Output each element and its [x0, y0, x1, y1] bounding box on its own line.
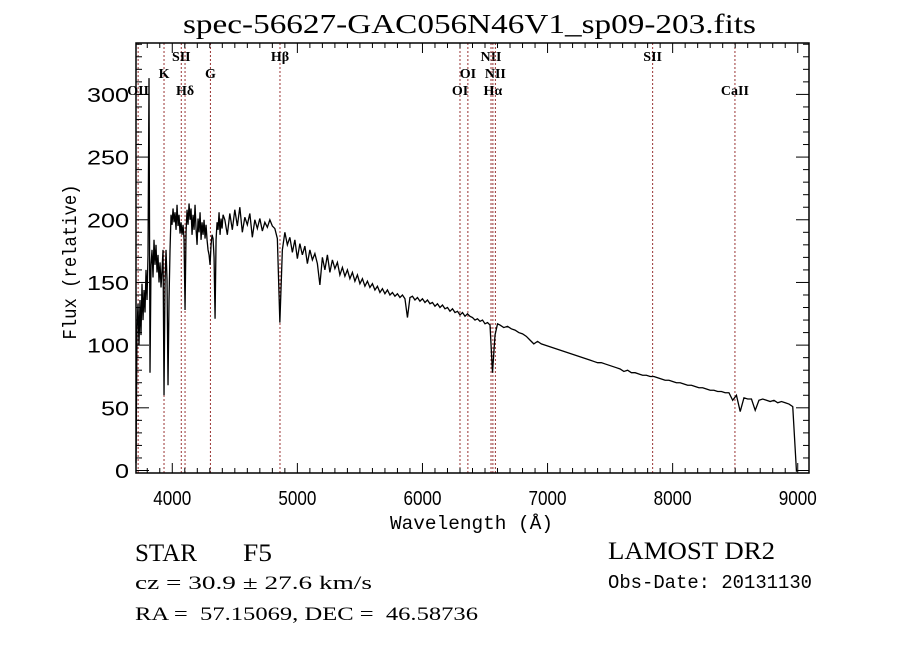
line-marker-label: K [159, 67, 170, 82]
y-tick-label: 200 [87, 210, 129, 232]
y-tick-label: 50 [101, 398, 129, 420]
chart-title: spec-56627-GAC056N46V1_sp09-203.fits [183, 9, 756, 39]
spectrum-line [135, 78, 798, 472]
axis-ticks [136, 43, 809, 473]
x-tick-label: 5000 [278, 488, 316, 510]
object-class: STAR [135, 540, 197, 567]
y-tick-label: 250 [87, 148, 129, 170]
y-tick-label: 0 [115, 461, 129, 483]
x-tick-label: 9000 [779, 488, 817, 510]
line-marker-label: Hα [484, 84, 503, 99]
x-tick-label: 7000 [529, 488, 567, 510]
line-marker-label: OI [460, 67, 476, 82]
line-marker-label: SII [172, 50, 191, 65]
line-marker-label: OII [127, 84, 149, 99]
line-marker-label: NII [485, 67, 506, 82]
spectrum-info: STAR F5 cz = 30.9 ± 27.6 km/s RA = 57.15… [135, 538, 812, 625]
y-tick-label: 100 [87, 336, 129, 358]
plot-frame [135, 42, 810, 474]
observation-date: Obs-Date: 20131130 [608, 572, 812, 594]
x-tick-label: 4000 [153, 488, 191, 510]
object-subclass: F5 [243, 540, 272, 567]
y-tick-label: 300 [87, 85, 129, 107]
y-axis-label: Flux (relative) [60, 185, 82, 340]
x-tick-label: 8000 [654, 488, 692, 510]
line-marker-label: CaII [721, 84, 749, 99]
line-marker-label: SII [643, 50, 662, 65]
line-marker-label: OI [452, 84, 468, 99]
y-tick-label: 150 [87, 273, 129, 295]
axis-tick-labels: 4000 5000 6000 7000 8000 9000 0 50 100 150 200 250 3… [87, 85, 817, 510]
survey-name: LAMOST DR2 [608, 538, 775, 565]
coordinates-text: RA = 57.15069, DEC = 46.58736 [135, 604, 478, 625]
x-axis-label: Wavelength (Å) [390, 513, 553, 535]
redshift-text: cz = 30.9 ± 27.6 km/s [135, 573, 372, 594]
x-tick-label: 6000 [403, 488, 441, 510]
line-marker-label: Hβ [271, 50, 289, 65]
line-marker-label: NII [481, 50, 502, 65]
line-marker-label: Hδ [176, 84, 194, 99]
spectrum-series [135, 78, 798, 472]
line-marker-label: G [205, 67, 216, 82]
